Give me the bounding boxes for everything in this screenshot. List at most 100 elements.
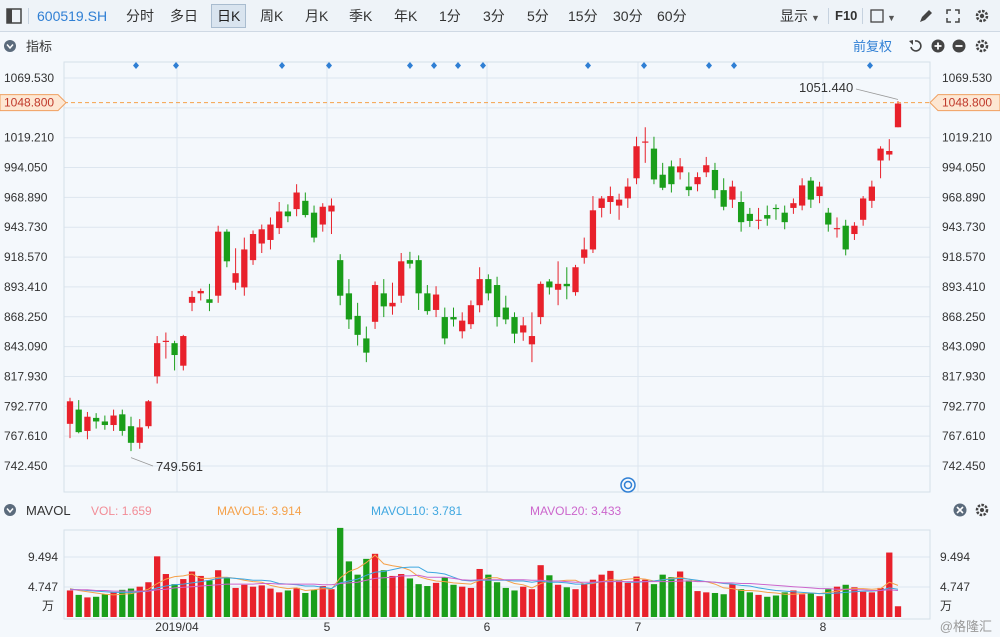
volume-bar bbox=[424, 586, 431, 617]
candle bbox=[450, 307, 457, 327]
volume-bar bbox=[363, 558, 370, 617]
fullscreen-icon[interactable] bbox=[945, 8, 961, 24]
collapse-icon[interactable] bbox=[4, 504, 16, 516]
tab-1min[interactable]: 1分 bbox=[439, 8, 461, 24]
volume-bar bbox=[345, 561, 353, 617]
candle bbox=[171, 340, 178, 371]
low-annotation-line bbox=[130, 457, 154, 467]
price-plot-frame bbox=[63, 61, 931, 493]
candle bbox=[267, 217, 274, 250]
candle-body bbox=[232, 273, 239, 283]
event-marker-icon bbox=[279, 62, 285, 69]
tab-yearly-k[interactable]: 年K bbox=[394, 8, 418, 24]
candle bbox=[807, 177, 814, 208]
candle bbox=[746, 207, 753, 227]
layout-dropdown[interactable]: ▼ bbox=[870, 0, 896, 32]
toolbar: 600519.SH 分时 多日 日K 周K 月K 季K 年K 1分 3分 5分 … bbox=[0, 0, 1000, 32]
volume-bar bbox=[241, 584, 248, 617]
gear-icon[interactable] bbox=[975, 39, 989, 53]
close-icon[interactable] bbox=[953, 503, 967, 517]
candle-body bbox=[685, 186, 692, 191]
tab-5min[interactable]: 5分 bbox=[527, 8, 549, 24]
event-marker-icon bbox=[731, 62, 737, 69]
candle bbox=[476, 267, 483, 313]
volume-bar bbox=[371, 553, 379, 617]
tab-multi-day[interactable]: 多日 bbox=[170, 8, 198, 24]
tab-weekly-k[interactable]: 周K bbox=[260, 8, 284, 24]
candle bbox=[572, 264, 579, 296]
volume-bar bbox=[764, 596, 771, 617]
candle-body bbox=[84, 416, 91, 431]
candle-body bbox=[75, 409, 82, 433]
candle-body bbox=[371, 285, 379, 322]
x-axis-tick: 5 bbox=[324, 620, 331, 634]
candle-body bbox=[589, 210, 597, 250]
volume-bar bbox=[101, 594, 109, 617]
zoom-in-icon[interactable] bbox=[931, 39, 945, 53]
draw-pen-icon[interactable] bbox=[918, 8, 934, 24]
candle-body bbox=[816, 186, 823, 197]
tab-quarterly-k[interactable]: 季K bbox=[349, 8, 373, 24]
volume-bar bbox=[232, 587, 239, 617]
tab-3min[interactable]: 3分 bbox=[483, 8, 505, 24]
volume-bar bbox=[119, 589, 126, 617]
undo-icon[interactable] bbox=[909, 40, 922, 52]
price-axis-tick-left: 1019.210 bbox=[4, 131, 54, 145]
candle-body bbox=[363, 338, 370, 353]
price-axis-tick-right: 1019.210 bbox=[942, 131, 992, 145]
mavol5-line bbox=[69, 554, 899, 596]
volume-bar bbox=[851, 587, 858, 617]
kline-chart[interactable]: 指标 前复权 MAVOL VOL: 1.659 bbox=[0, 32, 1000, 637]
volume-bar bbox=[772, 595, 780, 617]
vol-legend: VOL: 1.659 bbox=[91, 504, 152, 518]
candle-body bbox=[633, 146, 640, 179]
tab-60min[interactable]: 60分 bbox=[657, 8, 687, 24]
event-marker-icon bbox=[455, 62, 461, 69]
candle-body bbox=[572, 267, 579, 293]
forward-adjust-button[interactable]: 前复权 bbox=[853, 39, 892, 54]
symbol-code[interactable]: 600519.SH bbox=[37, 8, 108, 24]
tab-daily-k[interactable]: 日K bbox=[211, 4, 247, 28]
gear-icon[interactable] bbox=[975, 503, 989, 517]
candle-body bbox=[711, 169, 719, 191]
candle bbox=[215, 225, 222, 303]
tab-intraday[interactable]: 分时 bbox=[126, 8, 154, 24]
candle bbox=[232, 248, 239, 290]
x-axis-tick: 2019/04 bbox=[155, 620, 199, 634]
chart-area[interactable]: 指标 前复权 MAVOL VOL: 1.659 bbox=[0, 32, 1000, 637]
candle bbox=[354, 302, 361, 346]
volume-bar bbox=[389, 575, 396, 617]
tab-monthly-k[interactable]: 月K bbox=[305, 8, 329, 24]
event-marker-icon bbox=[867, 62, 873, 69]
settings-gear-icon[interactable] bbox=[974, 8, 990, 24]
candle bbox=[685, 172, 692, 197]
event-marker-icon bbox=[641, 62, 647, 69]
zoom-out-icon[interactable] bbox=[952, 39, 966, 53]
candle bbox=[206, 283, 213, 312]
f10-button[interactable]: F10 bbox=[835, 8, 858, 23]
candle bbox=[528, 312, 536, 363]
tab-15min[interactable]: 15分 bbox=[568, 8, 598, 24]
toolbar-divider bbox=[28, 8, 29, 24]
candle bbox=[729, 180, 736, 208]
candle-body bbox=[145, 401, 152, 427]
candle bbox=[607, 186, 614, 214]
event-marker-icon bbox=[173, 62, 179, 69]
tab-30min[interactable]: 30分 bbox=[613, 8, 643, 24]
price-axis-tick-right: 742.450 bbox=[942, 459, 986, 473]
display-dropdown[interactable]: 显示 ▼ bbox=[780, 0, 820, 32]
volume-bar bbox=[310, 589, 318, 617]
volume-bar bbox=[755, 594, 762, 617]
candle bbox=[467, 300, 475, 329]
candle-body bbox=[842, 225, 849, 250]
volume-bar bbox=[729, 584, 736, 617]
volume-bar bbox=[441, 577, 448, 617]
sidebar-toggle-icon[interactable] bbox=[6, 8, 22, 24]
candle-body bbox=[310, 212, 318, 238]
candle bbox=[145, 400, 152, 429]
collapse-icon[interactable] bbox=[4, 40, 16, 52]
candle bbox=[764, 205, 771, 226]
volume-bar bbox=[258, 585, 265, 617]
reset-view-icon[interactable] bbox=[620, 477, 636, 493]
mavol20-line bbox=[70, 574, 899, 592]
